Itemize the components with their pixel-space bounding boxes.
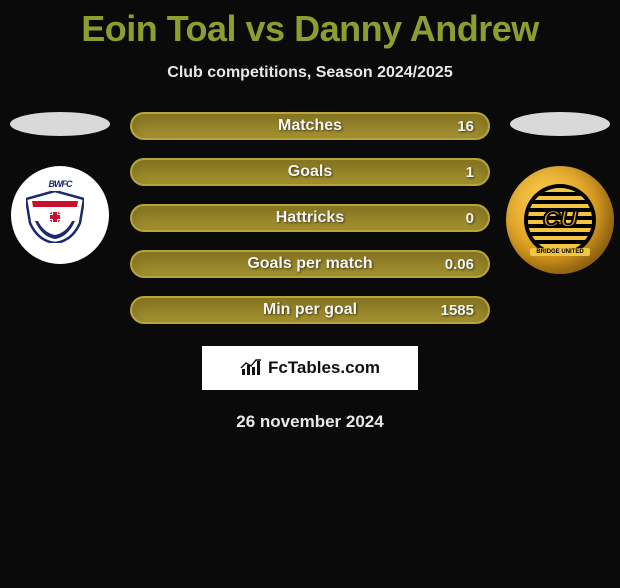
stat-value: 0 xyxy=(466,210,474,227)
stat-label: Min per goal xyxy=(132,301,488,319)
stat-label: Goals xyxy=(132,163,488,181)
stat-row-hattricks: Hattricks 0 xyxy=(130,204,490,232)
left-crest-shield-icon xyxy=(26,191,84,243)
brand-label: FcTables.com xyxy=(268,358,380,378)
left-club-column: BWFC xyxy=(0,112,120,264)
stat-row-goals-per-match: Goals per match 0.06 xyxy=(130,250,490,278)
left-club-crest: BWFC xyxy=(11,166,109,264)
stat-label: Matches xyxy=(132,117,488,135)
left-player-ellipse xyxy=(10,112,110,136)
right-club-crest: CU BRIDGE UNITED xyxy=(506,166,614,274)
comparison-row: BWFC Matches 16 Goals 1 xyxy=(0,112,620,324)
stat-value: 1 xyxy=(466,164,474,181)
right-club-banner: BRIDGE UNITED xyxy=(530,248,589,256)
date-label: 26 november 2024 xyxy=(0,412,620,432)
left-club-abbr: BWFC xyxy=(26,179,94,189)
stat-row-matches: Matches 16 xyxy=(130,112,490,140)
stat-label: Hattricks xyxy=(132,209,488,227)
right-club-column: CU BRIDGE UNITED xyxy=(500,112,620,274)
subtitle: Club competitions, Season 2024/2025 xyxy=(0,64,620,82)
stat-value: 16 xyxy=(457,118,474,135)
right-club-abbr: CU xyxy=(543,206,578,234)
stat-label: Goals per match xyxy=(132,255,488,273)
page-title: Eoin Toal vs Danny Andrew xyxy=(0,8,620,50)
stat-row-min-per-goal: Min per goal 1585 xyxy=(130,296,490,324)
right-crest-ball-icon: CU BRIDGE UNITED xyxy=(528,188,592,252)
right-player-ellipse xyxy=(510,112,610,136)
stat-value: 1585 xyxy=(441,302,474,319)
stat-row-goals: Goals 1 xyxy=(130,158,490,186)
stat-value: 0.06 xyxy=(445,256,474,273)
brand-box[interactable]: FcTables.com xyxy=(202,346,418,390)
bar-chart-icon xyxy=(240,359,262,377)
stats-column: Matches 16 Goals 1 Hattricks 0 Goals per… xyxy=(120,112,500,324)
